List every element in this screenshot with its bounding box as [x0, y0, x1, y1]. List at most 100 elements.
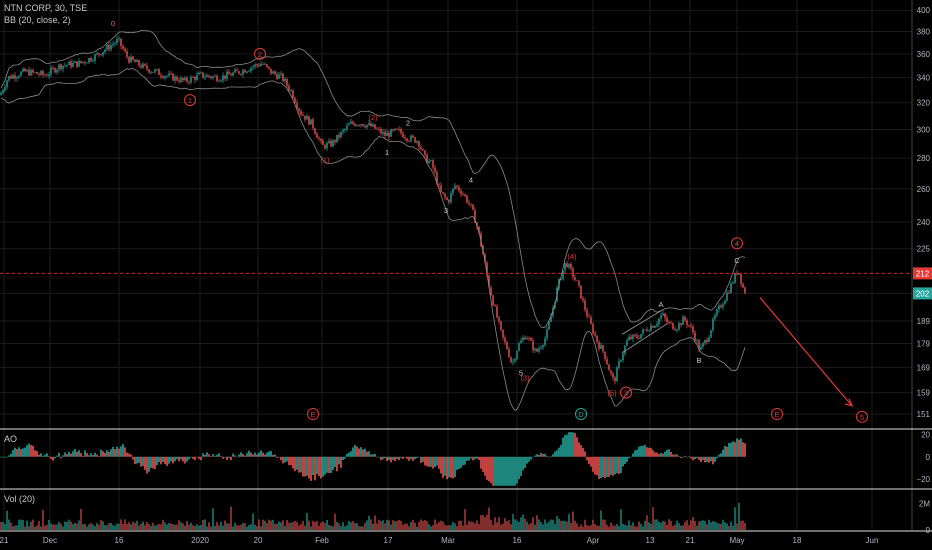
candle-body — [520, 340, 522, 344]
volume-bar — [552, 519, 554, 530]
candle-body — [346, 125, 348, 130]
candle-body — [406, 138, 408, 141]
ao-bar — [200, 456, 202, 461]
candle-body — [712, 319, 714, 331]
ao-bar — [8, 455, 10, 457]
candle-body — [306, 116, 308, 120]
volume-bar — [638, 521, 640, 530]
volume-bar — [478, 524, 480, 530]
candle-body — [426, 154, 428, 164]
ao-bar — [406, 456, 408, 459]
ao-bar — [464, 456, 466, 465]
ao-bar — [660, 452, 662, 457]
ao-bar — [182, 456, 184, 462]
price-axis: 400 380 360 340 320 300 280 260 240 225 189 179 169 1… — [911, 0, 932, 530]
volume-bar — [414, 522, 416, 530]
ao-bar — [474, 456, 476, 460]
candle-body — [718, 305, 720, 310]
candle-body — [714, 315, 716, 320]
candle-body — [318, 138, 320, 140]
ao-bar — [168, 456, 170, 464]
ao-bar — [180, 456, 182, 460]
ao-bar — [606, 456, 608, 477]
volume-bar — [462, 525, 464, 530]
candle-body — [608, 364, 610, 371]
candle-body — [684, 316, 686, 321]
candle-body — [134, 59, 136, 63]
candle-body — [582, 298, 584, 301]
volume-bar — [308, 520, 310, 530]
time-tick-label: Feb — [315, 536, 329, 545]
ao-bar — [674, 454, 676, 457]
candle-body — [636, 335, 638, 338]
candle-body — [434, 167, 436, 173]
volume-tick-label: 2M — [919, 499, 930, 508]
candle-body — [204, 76, 206, 78]
ao-bar — [306, 456, 308, 476]
volume-bar — [152, 522, 154, 530]
candle-body — [650, 325, 652, 331]
candle-body — [702, 343, 704, 347]
candle-body — [358, 124, 360, 126]
volume-bar — [232, 526, 234, 530]
volume-bar — [368, 515, 370, 530]
candle-body — [610, 370, 612, 374]
volume-bar — [264, 520, 266, 530]
ao-bar — [160, 456, 162, 465]
volume-bar — [526, 521, 528, 530]
candle-body — [722, 304, 724, 308]
candle-body — [562, 270, 564, 280]
ao-bar — [694, 456, 696, 460]
ao-bar — [436, 456, 438, 466]
candle-body — [248, 70, 250, 72]
volume-bar — [546, 523, 548, 530]
volume-bar — [102, 521, 104, 530]
volume-bar — [626, 525, 628, 530]
time-tick-label: Dec — [43, 536, 57, 545]
candle-body — [202, 72, 204, 78]
candle-body — [188, 81, 190, 83]
ao-bar — [184, 456, 186, 464]
price-tick-label: 400 — [917, 6, 931, 15]
volume-bar — [122, 523, 124, 530]
ao-bar — [580, 445, 582, 457]
volume-bar — [372, 523, 374, 530]
volume-bar — [388, 520, 390, 530]
candle-body — [34, 72, 36, 74]
price-tick-label: 189 — [917, 317, 931, 326]
candle-body — [672, 322, 674, 330]
candle-body — [182, 77, 184, 81]
ao-bar — [286, 456, 288, 462]
volume-bar — [184, 525, 186, 530]
wave-label-circle — [575, 408, 587, 421]
ao-bar — [310, 456, 312, 481]
volume-bar — [562, 520, 564, 530]
candle-body — [160, 75, 162, 77]
volume-bar — [454, 523, 456, 530]
volume-bar — [6, 510, 8, 530]
volume-bar — [76, 523, 78, 530]
volume-bar — [142, 521, 144, 530]
candle-body — [360, 124, 362, 126]
candle-body — [372, 124, 374, 127]
volume-bar — [224, 520, 226, 530]
ao-bar — [120, 446, 122, 457]
candle-body — [308, 116, 310, 125]
volume-bar — [440, 520, 442, 530]
ao-bar — [582, 447, 584, 457]
ao-bar — [482, 456, 484, 472]
volume-bar — [378, 519, 380, 530]
ao-bar — [630, 456, 632, 458]
volume-bar — [278, 521, 280, 530]
volume-bar — [608, 526, 610, 530]
ao-bar — [292, 456, 294, 469]
ao-bar — [250, 452, 252, 457]
volume-bar — [370, 519, 372, 530]
volume-bar — [438, 522, 440, 530]
volume-bar — [238, 525, 240, 530]
ao-tick-label: 20 — [921, 430, 930, 439]
candle-body — [60, 64, 62, 70]
